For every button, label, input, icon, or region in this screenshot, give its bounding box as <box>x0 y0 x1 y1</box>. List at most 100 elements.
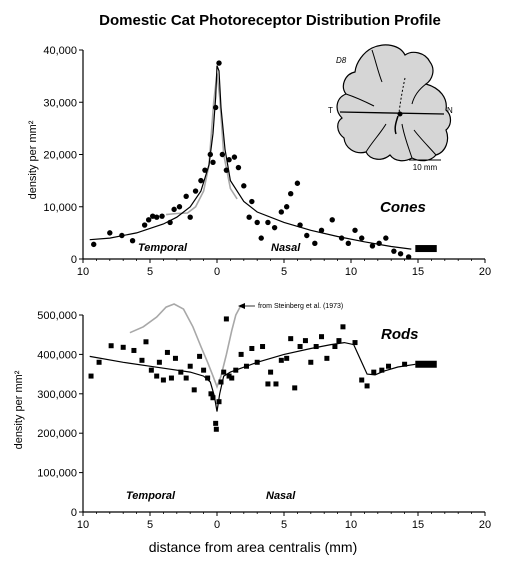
cone-data-point <box>141 222 148 228</box>
rod-data-point <box>302 338 308 344</box>
cones-x-tick-label: 20 <box>479 266 491 278</box>
cone-data-point <box>397 251 404 257</box>
cones-y-tick-label: 40,000 <box>43 45 77 57</box>
rods-temporal-label: Temporal <box>126 490 176 502</box>
rod-data-point <box>386 363 392 369</box>
rod-data-point <box>336 338 342 344</box>
cone-data-point <box>107 230 113 236</box>
rod-data-point <box>205 375 211 381</box>
cone-data-point <box>145 217 152 223</box>
chart-title: Domestic Cat Photoreceptor Distribution … <box>99 12 441 29</box>
retina-cut-5 <box>401 123 413 159</box>
cone-data-point <box>271 224 278 231</box>
rod-data-point <box>201 367 207 373</box>
cones-x-tick-label: 10 <box>345 266 357 278</box>
steinberg-arrow-head <box>238 303 245 309</box>
cone-data-point <box>345 240 352 247</box>
rod-data-point <box>238 351 244 357</box>
cone-data-point <box>405 254 412 260</box>
rod-data-point <box>164 349 170 355</box>
rod-data-point <box>402 361 408 367</box>
rods-y-tick-label: 500,000 <box>37 310 77 322</box>
cone-data-point <box>304 232 310 239</box>
retina-inset-label: D8 <box>336 56 347 65</box>
cone-data-point <box>312 240 318 247</box>
rod-data-point <box>273 381 279 387</box>
retina-cut-4 <box>365 123 387 153</box>
rod-data-point <box>131 347 137 353</box>
rod-data-point <box>156 359 162 365</box>
cone-data-point <box>183 193 189 199</box>
rods-x-tick-label: 5 <box>147 519 153 531</box>
rod-data-point <box>297 344 303 350</box>
cone-data-point <box>223 167 230 173</box>
cone-data-point <box>294 180 301 186</box>
cone-data-point <box>265 219 271 226</box>
rod-data-point <box>210 395 216 401</box>
cones-x-tick-label: 5 <box>147 266 153 278</box>
rod-data-point <box>148 367 154 373</box>
cone-data-point <box>235 164 242 171</box>
cone-data-point <box>246 214 252 220</box>
rod-data-point <box>213 420 219 426</box>
retina-cut-6 <box>413 129 437 156</box>
rod-data-point <box>352 340 358 346</box>
rods-y-axis-label: density per mm² <box>13 370 25 449</box>
cone-data-point <box>159 213 165 219</box>
rod-data-point <box>324 355 330 361</box>
rod-data-point <box>284 355 290 361</box>
rods-axes: 10 5 0 5 10 15 20 0 100,000 200,000 300,000 400,000… <box>37 310 491 531</box>
cones-series-label: Cones <box>380 199 426 216</box>
cone-data-point <box>198 177 204 184</box>
rod-data-point <box>254 359 260 365</box>
cone-data-point <box>376 240 382 247</box>
retina-outline <box>336 44 452 162</box>
rods-y-tick-label: 400,000 <box>37 349 77 361</box>
rods-series-label: Rods <box>381 326 419 343</box>
cone-data-point <box>383 235 389 241</box>
rod-data-point <box>229 375 235 381</box>
cone-data-point <box>129 238 136 244</box>
retina-scale-label: 10 mm <box>413 163 438 172</box>
retina-cut-1 <box>371 49 383 83</box>
rod-data-point <box>139 357 145 363</box>
rods-end-bar <box>415 360 437 368</box>
rod-data-point <box>154 373 160 379</box>
cone-data-point <box>226 157 232 163</box>
retina-flatmount-inset: D8 T N 10 mm <box>328 44 453 172</box>
cones-y-tick-label: 20,000 <box>43 150 77 162</box>
rod-data-point <box>319 334 325 340</box>
rod-data-point <box>313 344 319 350</box>
cone-data-point <box>288 190 294 197</box>
retina-optic-disc <box>394 115 399 135</box>
retina-cut-2 <box>411 83 427 105</box>
rod-data-point <box>288 336 294 342</box>
rod-data-point <box>223 316 229 322</box>
rod-data-point <box>108 343 114 349</box>
cones-fit-line <box>89 65 412 250</box>
cone-data-point <box>254 219 260 226</box>
cone-data-point <box>338 235 345 241</box>
rod-data-point <box>379 367 385 373</box>
rod-data-point <box>340 324 346 330</box>
rod-data-point <box>221 369 227 375</box>
cone-data-point <box>283 204 290 210</box>
cone-data-point <box>369 243 376 249</box>
rod-data-point <box>226 373 232 379</box>
rods-y-tick-label: 200,000 <box>37 428 77 440</box>
cones-comparison-line <box>166 73 238 216</box>
cone-data-point <box>297 222 303 228</box>
cones-axes: 10 5 0 5 10 15 20 0 10,000 20,000 30,000 40,000 <box>43 45 491 278</box>
cone-data-point <box>171 206 177 213</box>
retina-nasal-marker: N <box>447 106 453 115</box>
cones-panel: 10 5 0 5 10 15 20 0 10,000 20,000 30,000 40,000 den… <box>27 44 491 278</box>
cone-data-point <box>210 159 216 166</box>
cone-data-point <box>91 241 97 248</box>
cone-data-point <box>202 167 208 173</box>
cones-points-layer <box>91 60 412 260</box>
rod-data-point <box>197 353 203 359</box>
cones-temporal-label: Temporal <box>138 242 188 254</box>
retina-horizontal-meridian <box>339 111 445 115</box>
rods-y-tick-label: 300,000 <box>37 389 77 401</box>
